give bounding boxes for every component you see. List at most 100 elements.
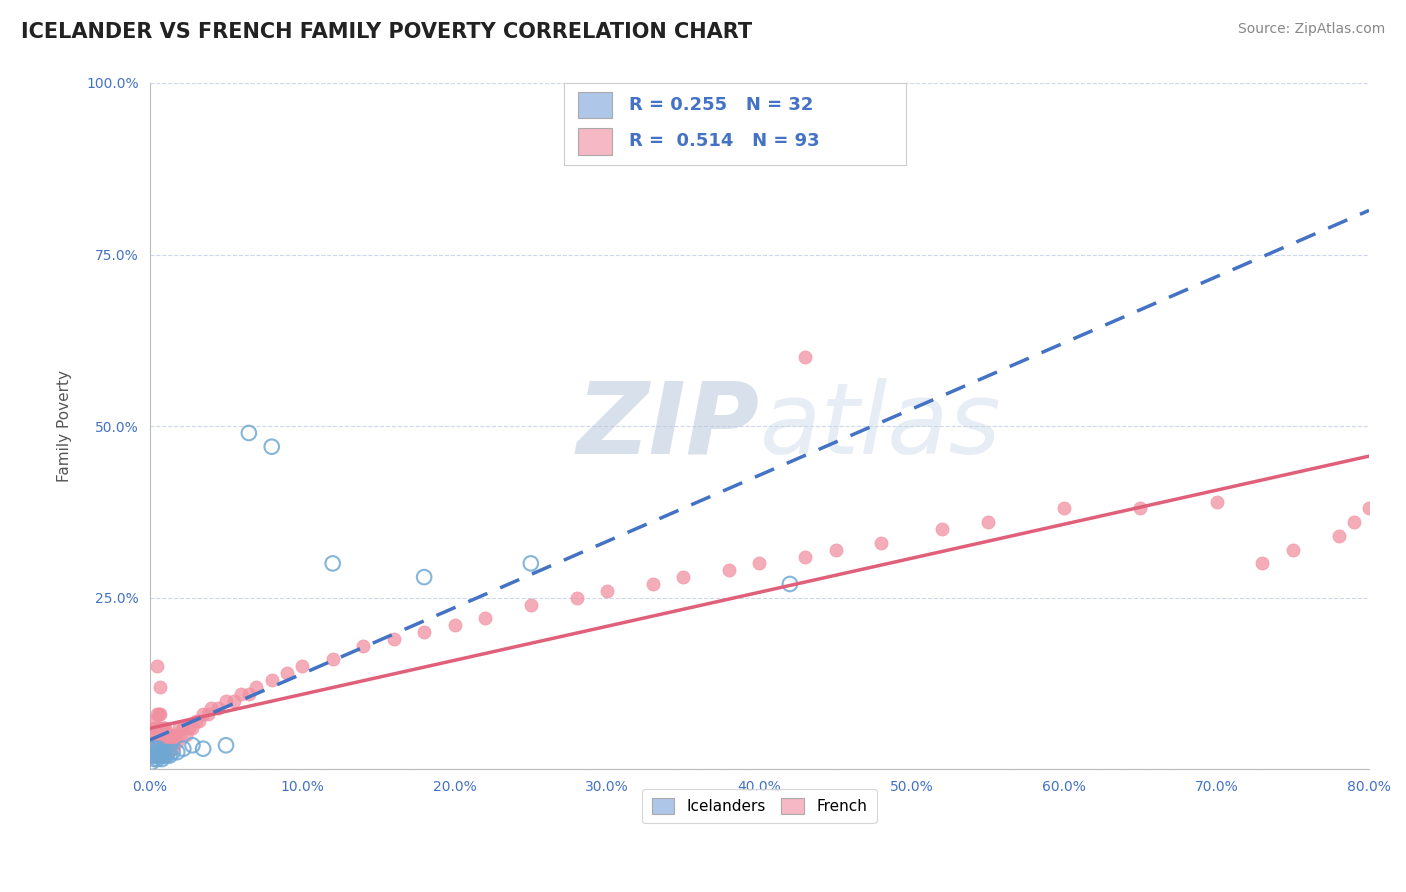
Point bbox=[187, 714, 209, 729]
Point bbox=[166, 745, 188, 759]
Point bbox=[146, 707, 169, 722]
Point bbox=[672, 570, 695, 584]
Point bbox=[172, 741, 194, 756]
Point bbox=[148, 707, 170, 722]
Point bbox=[152, 721, 174, 735]
Point bbox=[169, 728, 191, 742]
Point bbox=[291, 659, 314, 673]
Point bbox=[153, 721, 176, 735]
Point bbox=[565, 591, 588, 605]
Point bbox=[260, 673, 283, 687]
Point bbox=[150, 735, 173, 749]
Point bbox=[179, 721, 201, 735]
Point bbox=[184, 714, 207, 729]
Point bbox=[145, 721, 167, 735]
Point bbox=[145, 741, 167, 756]
Point bbox=[197, 707, 219, 722]
Point bbox=[153, 748, 176, 763]
Point bbox=[149, 707, 172, 722]
Point bbox=[142, 748, 165, 763]
Point bbox=[150, 721, 173, 735]
Point bbox=[160, 735, 183, 749]
Point bbox=[794, 549, 817, 564]
Point bbox=[142, 728, 165, 742]
Point bbox=[167, 721, 190, 735]
Point bbox=[145, 735, 167, 749]
Point bbox=[150, 748, 173, 763]
Point bbox=[148, 748, 170, 763]
Point bbox=[176, 728, 198, 742]
Point bbox=[191, 707, 214, 722]
Point bbox=[143, 721, 166, 735]
Point bbox=[474, 611, 496, 625]
Point bbox=[191, 741, 214, 756]
Point bbox=[143, 748, 166, 763]
Point bbox=[222, 694, 245, 708]
Point bbox=[159, 748, 181, 763]
Point bbox=[322, 557, 344, 571]
Point bbox=[146, 752, 169, 766]
Point bbox=[1343, 515, 1365, 529]
Point bbox=[146, 748, 169, 763]
Point bbox=[148, 741, 170, 756]
Point bbox=[142, 714, 165, 729]
Text: atlas: atlas bbox=[759, 377, 1001, 475]
Point bbox=[520, 598, 543, 612]
Point bbox=[1282, 542, 1305, 557]
Point bbox=[596, 583, 619, 598]
Point bbox=[1129, 501, 1152, 516]
Point bbox=[153, 745, 176, 759]
Point bbox=[149, 680, 172, 694]
Point bbox=[157, 745, 180, 759]
Point bbox=[149, 735, 172, 749]
Point bbox=[155, 741, 177, 756]
Point bbox=[215, 739, 238, 753]
Point bbox=[150, 752, 173, 766]
Point bbox=[149, 721, 172, 735]
Point bbox=[238, 425, 260, 440]
Point bbox=[148, 748, 170, 763]
Point bbox=[215, 694, 238, 708]
Point bbox=[148, 721, 170, 735]
Point bbox=[141, 756, 163, 770]
Point bbox=[352, 639, 374, 653]
Point bbox=[149, 748, 172, 763]
Point bbox=[260, 440, 283, 454]
Point bbox=[1251, 557, 1274, 571]
Point bbox=[152, 748, 174, 763]
Point bbox=[443, 618, 465, 632]
Point bbox=[152, 748, 174, 763]
Point bbox=[245, 680, 267, 694]
Text: ZIP: ZIP bbox=[576, 377, 759, 475]
Point bbox=[181, 739, 204, 753]
Point bbox=[748, 557, 770, 571]
Point bbox=[159, 728, 181, 742]
Point bbox=[157, 741, 180, 756]
Point bbox=[322, 652, 344, 666]
Point bbox=[143, 745, 166, 759]
Point bbox=[238, 687, 260, 701]
Point bbox=[141, 748, 163, 763]
Point bbox=[382, 632, 405, 646]
Point bbox=[153, 735, 176, 749]
Point bbox=[155, 728, 177, 742]
Point bbox=[870, 536, 893, 550]
Point bbox=[148, 735, 170, 749]
Point bbox=[1053, 501, 1076, 516]
Point bbox=[166, 735, 188, 749]
Point bbox=[1205, 494, 1227, 508]
Point bbox=[146, 659, 169, 673]
Point bbox=[141, 735, 163, 749]
Point bbox=[162, 728, 184, 742]
Point bbox=[162, 745, 184, 759]
Point bbox=[150, 745, 173, 759]
Point bbox=[143, 735, 166, 749]
Point bbox=[181, 721, 204, 735]
Point bbox=[143, 752, 166, 766]
Point bbox=[163, 735, 186, 749]
Point bbox=[172, 721, 194, 735]
Point bbox=[977, 515, 1000, 529]
Point bbox=[1358, 501, 1381, 516]
Point bbox=[413, 625, 436, 640]
Point bbox=[794, 351, 817, 365]
